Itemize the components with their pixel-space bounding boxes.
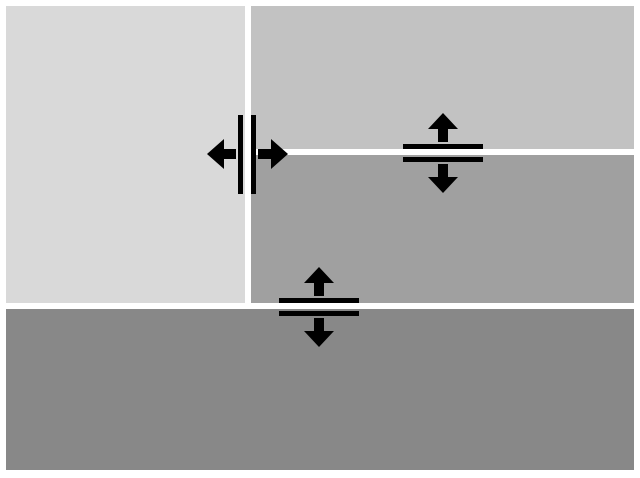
- vertical-splitter[interactable]: [245, 6, 251, 303]
- right-horizontal-splitter[interactable]: [251, 149, 634, 155]
- row-resize-icon: [402, 112, 484, 194]
- top-left-pane: [6, 6, 245, 303]
- column-resize-icon: [206, 114, 290, 196]
- row-resize-icon: [278, 266, 360, 348]
- bottom-horizontal-splitter[interactable]: [6, 303, 634, 309]
